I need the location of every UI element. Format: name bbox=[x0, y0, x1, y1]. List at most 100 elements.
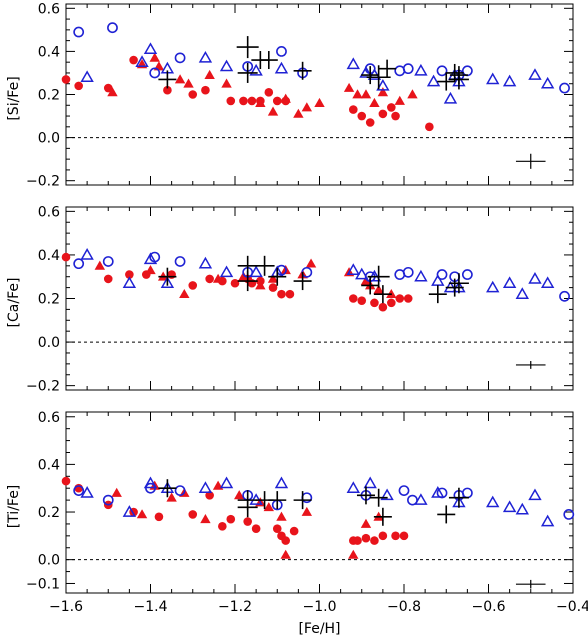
data-point-open-triangle bbox=[80, 486, 94, 498]
data-point-filled-triangle bbox=[369, 97, 380, 108]
data-point-filled-circle bbox=[370, 298, 379, 308]
data-point-open-circle bbox=[102, 256, 114, 267]
data-point-filled-triangle bbox=[255, 97, 266, 108]
x-tick-label: −0.8 bbox=[387, 599, 421, 615]
data-point-open-triangle bbox=[414, 63, 428, 76]
data-point-filled-circle bbox=[391, 531, 400, 541]
series-filled-circle bbox=[61, 476, 409, 545]
data-point-open-triangle bbox=[359, 66, 373, 78]
data-point-open-circle bbox=[402, 63, 414, 75]
data-point-filled-triangle bbox=[107, 87, 118, 97]
data-point-open-triangle bbox=[219, 476, 234, 489]
y-tick-label: −0.2 bbox=[26, 174, 60, 190]
data-point-filled-circle bbox=[264, 88, 274, 97]
data-point-filled-triangle bbox=[276, 511, 287, 521]
data-point-filled-circle bbox=[61, 476, 71, 486]
data-point-open-triangle bbox=[198, 50, 213, 63]
data-point-open-circle bbox=[73, 258, 85, 270]
data-point-open-triangle bbox=[414, 493, 428, 505]
data-point-filled-circle bbox=[167, 270, 176, 279]
series-open-circle bbox=[73, 482, 575, 520]
data-point-filled-circle bbox=[349, 105, 358, 114]
data-point-filled-circle bbox=[353, 536, 362, 545]
data-point-open-triangle bbox=[160, 276, 175, 289]
data-point-open-circle bbox=[276, 46, 287, 57]
data-point-open-circle bbox=[174, 256, 186, 267]
x-tick-label: −0.4 bbox=[556, 599, 588, 615]
data-point-filled-circle bbox=[154, 512, 164, 522]
data-point-filled-triangle bbox=[407, 89, 418, 99]
data-point-filled-circle bbox=[125, 270, 134, 279]
x-tick-label: −1.6 bbox=[49, 599, 83, 615]
data-point-filled-circle bbox=[365, 118, 375, 127]
data-point-open-triangle bbox=[80, 70, 94, 83]
data-point-filled-triangle bbox=[221, 78, 232, 88]
series-filled-triangle bbox=[107, 52, 418, 118]
data-point-filled-circle bbox=[188, 90, 198, 99]
data-point-open-triangle bbox=[515, 502, 529, 515]
data-point-open-circle bbox=[174, 52, 186, 64]
data-point-open-triangle bbox=[135, 55, 149, 67]
representative-error-bar bbox=[515, 153, 546, 169]
data-point-open-triangle bbox=[540, 76, 555, 89]
data-point-open-triangle bbox=[502, 74, 517, 87]
data-point-open-triangle bbox=[143, 42, 158, 55]
y-tick-label: 0.2 bbox=[38, 505, 60, 521]
data-point-filled-circle bbox=[188, 281, 198, 290]
data-point-filled-circle bbox=[357, 296, 367, 305]
data-point-open-triangle bbox=[249, 63, 263, 76]
data-point-open-triangle bbox=[540, 514, 555, 527]
data-point-open-triangle bbox=[346, 57, 360, 70]
x-tick-label: −1.4 bbox=[134, 599, 168, 615]
data-point-open-circle bbox=[398, 485, 410, 496]
data-point-filled-circle bbox=[268, 283, 278, 292]
data-point-open-triangle bbox=[528, 488, 542, 501]
data-point-open-circle bbox=[563, 509, 575, 520]
data-point-open-triangle bbox=[198, 481, 213, 494]
panel-3: −1.6 −1.4 −1.2 −1.0 −0.8 −0.6 −0.4 −0.1 0.0 0.2 0.… bbox=[6, 410, 588, 637]
y-tick-label: 0.4 bbox=[38, 44, 60, 60]
data-point-filled-triangle bbox=[267, 106, 279, 116]
y-tick-label: −0.1 bbox=[26, 576, 60, 592]
panel-1: −0.2 0.0 0.2 0.4 0.6 [Si/Fe] bbox=[6, 1, 574, 190]
data-point-filled-circle bbox=[277, 289, 286, 299]
data-point-filled-circle bbox=[61, 75, 71, 84]
data-point-open-triangle bbox=[528, 68, 542, 80]
data-point-filled-circle bbox=[281, 536, 291, 545]
data-point-filled-circle bbox=[349, 294, 358, 303]
representative-error-bar bbox=[515, 361, 546, 369]
data-point-filled-circle bbox=[103, 274, 113, 284]
y-axis-label: [Ti/Fe] bbox=[6, 485, 22, 529]
data-point-open-circle bbox=[107, 22, 118, 34]
data-point-open-circle bbox=[436, 65, 448, 77]
data-point-open-triangle bbox=[502, 276, 517, 289]
data-point-filled-triangle bbox=[234, 490, 245, 500]
data-point-open-triangle bbox=[249, 265, 263, 278]
data-point-filled-circle bbox=[272, 524, 282, 533]
data-point-open-triangle bbox=[486, 72, 500, 85]
data-point-filled-circle bbox=[370, 536, 379, 545]
series-filled-circle bbox=[61, 252, 413, 312]
data-point-open-circle bbox=[149, 67, 161, 79]
data-point-filled-triangle bbox=[293, 108, 304, 118]
data-point-filled-triangle bbox=[149, 52, 160, 62]
series-open-circle bbox=[73, 22, 570, 94]
data-point-open-triangle bbox=[219, 265, 234, 278]
data-point-filled-triangle bbox=[352, 89, 363, 99]
data-point-open-circle bbox=[102, 494, 114, 506]
y-tick-label: 0.0 bbox=[38, 131, 60, 147]
data-point-filled-triangle bbox=[94, 260, 105, 270]
data-point-filled-triangle bbox=[360, 89, 372, 99]
x-tick-label: −1.0 bbox=[303, 599, 337, 615]
data-point-filled-circle bbox=[391, 111, 400, 121]
data-point-open-circle bbox=[436, 269, 448, 280]
data-point-filled-triangle bbox=[263, 502, 274, 512]
y-axis-label: [Si/Fe] bbox=[6, 76, 22, 120]
data-point-open-triangle bbox=[426, 74, 441, 87]
data-point-filled-circle bbox=[378, 109, 388, 119]
data-point-open-circle bbox=[461, 487, 473, 499]
data-point-open-triangle bbox=[274, 61, 289, 74]
data-point-filled-triangle bbox=[377, 87, 389, 97]
data-point-filled-triangle bbox=[179, 288, 190, 299]
